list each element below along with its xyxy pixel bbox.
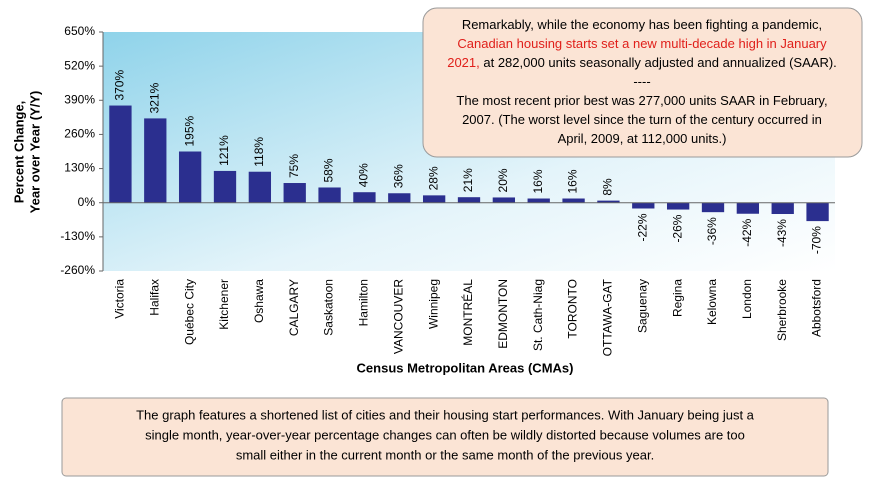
value-label: 195%: [182, 115, 196, 146]
bar: [388, 193, 411, 203]
annotation-line: ----: [633, 74, 650, 89]
y-tick-label: 650%: [64, 24, 95, 38]
value-label: 28%: [426, 166, 440, 190]
y-tick-label: -260%: [60, 263, 95, 277]
x-tick-label: Victoria: [113, 279, 127, 319]
bar: [666, 202, 690, 210]
annotation-line: Remarkably, while the economy has been f…: [462, 17, 822, 32]
x-tick-label: Winnipeg: [426, 279, 440, 329]
y-tick-label: -130%: [60, 229, 95, 243]
value-label: -42%: [740, 218, 754, 246]
x-tick-label: Sherbrooke: [775, 279, 789, 341]
value-label: 118%: [252, 137, 266, 167]
annotation-box: [422, 7, 863, 158]
annotation-line: The most recent prior best was 277,000 u…: [456, 93, 827, 108]
bar: [492, 197, 516, 203]
value-label: 20%: [496, 168, 510, 192]
bar: [248, 171, 272, 203]
x-tick-label: VANCOUVER: [391, 279, 405, 354]
annotation-line: Canadian housing starts set a new multi-…: [457, 36, 827, 51]
y-axis-title: Year over Year (Y/Y): [27, 91, 42, 214]
value-label: -26%: [670, 214, 684, 242]
x-tick-label: Québec City: [182, 279, 196, 345]
y-tick-label: 520%: [64, 58, 95, 72]
x-tick-label: Halifax: [147, 279, 161, 316]
bar: [178, 151, 202, 203]
note-line: small either in the current month or the…: [236, 447, 654, 462]
x-tick-label: Abbotsford: [810, 279, 824, 337]
y-tick-label: 260%: [64, 127, 95, 141]
note-line: The graph features a shortened list of c…: [136, 407, 755, 422]
value-label: 58%: [322, 158, 336, 182]
bar: [144, 118, 167, 203]
x-tick-label: MONTRÉAL: [460, 279, 475, 346]
annotation-text: at 282,000 units seasonally adjusted and…: [480, 55, 837, 70]
bar: [771, 202, 794, 215]
bar: [632, 202, 655, 209]
bar: [353, 192, 376, 203]
bar: [701, 202, 725, 213]
x-tick-label: St. Cath-Niag: [531, 279, 545, 351]
annotation-text: The most recent prior best was 277,000 u…: [456, 93, 827, 108]
annotation-text: Remarkably, while the economy has been f…: [462, 17, 822, 32]
bar: [736, 202, 760, 214]
x-tick-label: Hamilton: [357, 279, 371, 326]
value-label: 321%: [147, 82, 161, 113]
value-label: 21%: [461, 168, 475, 192]
annotation-text: Canadian housing starts set a new multi-…: [457, 36, 827, 51]
x-tick-label: Saguenay: [635, 279, 649, 333]
bar: [109, 105, 132, 203]
x-tick-label: OTTAWA-GAT: [601, 278, 615, 356]
x-tick-label: London: [740, 279, 754, 319]
bar: [457, 197, 481, 203]
value-label: -22%: [635, 213, 649, 241]
x-tick-label: TORONTO: [566, 279, 580, 339]
x-tick-label: Oshawa: [252, 279, 266, 323]
bar: [806, 202, 829, 222]
value-label: -43%: [775, 219, 789, 247]
value-label: 16%: [531, 169, 545, 193]
x-axis-title: Census Metropolitan Areas (CMAs): [357, 360, 574, 375]
bar: [597, 200, 620, 203]
value-label: 40%: [357, 163, 371, 187]
y-tick-label: 0%: [78, 195, 96, 209]
value-label: 370%: [113, 70, 127, 101]
x-tick-label: EDMONTON: [496, 279, 510, 349]
bar: [283, 183, 306, 203]
note-line: single month, year-over-year percentage …: [145, 427, 745, 442]
annotation-line: 2007. (The worst level since the turn of…: [462, 112, 822, 127]
y-tick-label: 390%: [64, 92, 95, 106]
x-tick-label: Saskatoon: [322, 279, 336, 336]
bar: [318, 187, 341, 203]
note-box: [61, 397, 829, 477]
value-label: -70%: [810, 226, 824, 254]
y-tick-label: 130%: [64, 161, 95, 175]
bar: [562, 198, 585, 203]
x-tick-label: Regina: [670, 279, 684, 317]
value-label: -36%: [705, 217, 719, 245]
y-axis-title: Percent Change,: [11, 101, 26, 204]
annotation-text: ----: [633, 74, 650, 89]
value-label: 121%: [217, 135, 231, 166]
value-label: 16%: [566, 169, 580, 193]
annotation-text: 2021,: [447, 55, 480, 70]
value-label: 75%: [287, 154, 301, 178]
x-tick-label: Kelowna: [705, 279, 719, 325]
annotation-line: 2021, at 282,000 units seasonally adjust…: [447, 55, 837, 70]
bar: [422, 195, 446, 203]
annotation-text: April, 2009, at 112,000 units.): [558, 131, 727, 146]
value-label: 36%: [391, 164, 405, 188]
annotation-text: 2007. (The worst level since the turn of…: [462, 112, 822, 127]
x-tick-label: CALGARY: [287, 279, 301, 336]
value-label: 8%: [601, 178, 615, 196]
bar: [213, 170, 237, 203]
annotation-line: April, 2009, at 112,000 units.): [558, 131, 727, 146]
bar: [527, 198, 550, 203]
x-tick-label: Kitchener: [217, 279, 231, 330]
